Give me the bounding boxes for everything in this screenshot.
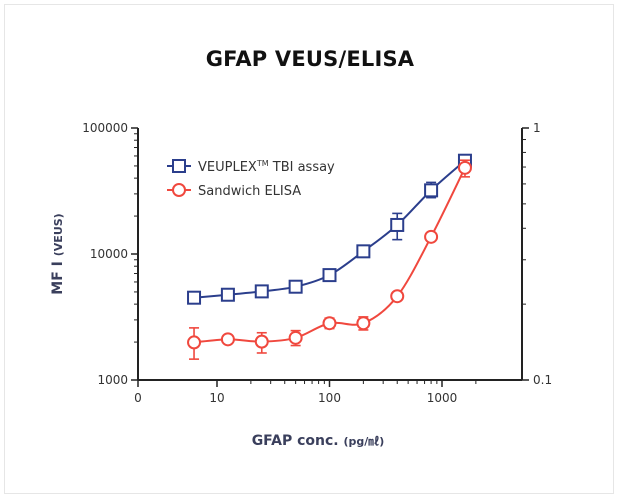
x-axis-label-unit: (pg/㎖)	[343, 435, 384, 448]
chart-title: GFAP VEUS/ELISA	[205, 47, 415, 71]
y2-tick-label: 0.1	[533, 373, 552, 387]
data-point-circle	[187, 335, 202, 350]
x-axis-label: GFAP conc. (pg/㎖)	[252, 433, 385, 449]
legend-label-0: VEUPLEXTM TBI assay	[198, 159, 335, 175]
data-point-circle	[457, 160, 472, 175]
data-point-circle	[390, 289, 405, 304]
y2-tick-label: 1	[533, 121, 541, 135]
legend: VEUPLEXTM TBI assay Sandwich ELISA	[167, 159, 335, 199]
data-point-square	[424, 183, 439, 198]
legend-label-1: Sandwich ELISA	[198, 184, 301, 199]
y-axis-label-unit: (VEUS)	[52, 213, 65, 256]
data-point-circle	[322, 316, 337, 331]
legend-marker-circle	[172, 183, 186, 197]
marks	[187, 153, 472, 360]
data-point-square	[390, 217, 405, 232]
x-tick-label: 100	[318, 391, 341, 405]
data-point-square	[187, 290, 202, 305]
x-tick-label: 10	[209, 391, 224, 405]
data-point-circle	[220, 332, 235, 347]
data-point-square	[220, 287, 235, 302]
chart-card	[4, 4, 614, 494]
data-point-circle	[424, 229, 439, 244]
data-point-square	[288, 279, 303, 294]
axes: 0 10 100 1000 1000 10000 100000 0.1 1 GFAP conc. …	[50, 121, 552, 449]
legend-marker-square	[172, 159, 186, 173]
x-axis-label-text: GFAP conc.	[252, 433, 344, 449]
data-point-square	[322, 268, 337, 283]
x-tick-label: 1000	[427, 391, 458, 405]
y-tick-label: 10000	[90, 247, 128, 261]
y-axis-label-text: MF I	[50, 256, 66, 294]
data-point-circle	[254, 334, 269, 349]
legend-label-0-suffix: TBI assay	[269, 160, 335, 175]
data-point-square	[254, 284, 269, 299]
legend-label-0-name: VEUPLEX	[198, 160, 257, 175]
data-point-circle	[288, 330, 303, 345]
data-point-square	[356, 244, 371, 259]
x-tick-label: 0	[134, 391, 142, 405]
y-tick-label: 1000	[97, 373, 128, 387]
y-tick-label: 100000	[82, 121, 128, 135]
data-point-circle	[356, 316, 371, 331]
legend-label-0-sup: TM	[256, 159, 269, 168]
y-axis-label: MF I (VEUS)	[50, 213, 66, 294]
